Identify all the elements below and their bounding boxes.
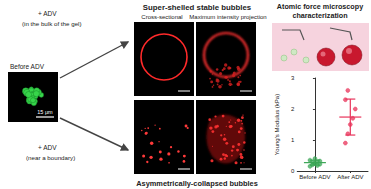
svg-text:Before ADV: Before ADV — [10, 63, 45, 70]
svg-text:(near a boundary): (near a boundary) — [26, 154, 75, 161]
svg-text:Maximum intensity projection: Maximum intensity projection — [189, 14, 266, 20]
svg-text:Cross-sectional: Cross-sectional — [141, 14, 182, 20]
svg-text:15 μm: 15 μm — [37, 109, 53, 115]
svg-text:+ ADV: + ADV — [38, 144, 57, 151]
svg-text:(in the bulk of the gel): (in the bulk of the gel) — [22, 20, 82, 27]
svg-text:After ADV: After ADV — [337, 174, 363, 180]
svg-text:Super-shelled stable bubbles: Super-shelled stable bubbles — [143, 3, 252, 12]
svg-text:Atomic force microscopy: Atomic force microscopy — [277, 2, 363, 11]
svg-text:2: 2 — [291, 106, 295, 112]
svg-text:characterization: characterization — [292, 11, 347, 20]
svg-text:0: 0 — [291, 168, 295, 174]
svg-text:1: 1 — [291, 137, 295, 143]
svg-text:+ ADV: + ADV — [38, 10, 57, 17]
svg-text:3: 3 — [291, 75, 295, 81]
svg-text:Before ADV: Before ADV — [299, 174, 330, 180]
svg-text:Young's Modulus (kPa): Young's Modulus (kPa) — [274, 94, 280, 155]
svg-text:Asymmetrically-collapsed bubbl: Asymmetrically-collapsed bubbles — [136, 179, 258, 188]
